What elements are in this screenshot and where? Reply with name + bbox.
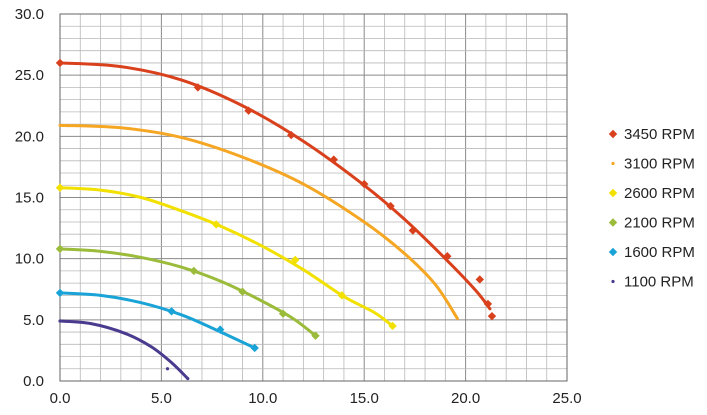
data-point-3450-rpm	[193, 83, 203, 92]
x-tick-label: 0.0	[50, 390, 71, 407]
data-point-3450-rpm	[483, 299, 493, 309]
data-point-3450-rpm	[329, 155, 338, 164]
x-tick-label: 5.0	[151, 390, 172, 407]
data-point-3450-rpm	[386, 201, 395, 211]
data-point-2100-rpm	[189, 266, 199, 276]
legend-marker-3450-rpm	[608, 129, 618, 139]
data-point-1600-rpm	[55, 288, 65, 298]
data-point-1100-rpm	[123, 331, 127, 335]
series-curves	[58, 61, 492, 381]
x-tick-label: 15.0	[350, 390, 379, 407]
x-tick-label: 25.0	[552, 390, 581, 407]
data-point-2100-rpm	[238, 287, 247, 296]
axes	[59, 13, 568, 382]
legend-label-1100-rpm: 1100 RPM	[624, 274, 694, 291]
data-point-3450-rpm	[55, 58, 65, 68]
legend: 3450 RPM 3100 RPM 2600 RPM 2100 RPM 1600 RPM…	[608, 126, 695, 291]
data-point-2600-rpm	[55, 183, 65, 192]
series-line-2100-rpm	[58, 247, 318, 338]
data-point-2600-rpm	[388, 321, 397, 331]
series-line-1100-rpm	[58, 319, 190, 381]
data-point-2600-rpm	[291, 255, 300, 265]
series-line-2600-rpm	[58, 186, 395, 328]
legend-marker-1100-rpm	[611, 279, 615, 284]
data-point-3450-rpm	[244, 106, 253, 115]
y-tick-label: 5.0	[23, 312, 44, 329]
data-point-1100-rpm	[58, 319, 62, 323]
plot-frame	[59, 13, 568, 382]
data-point-3450-rpm	[475, 275, 484, 284]
legend-marker-2100-rpm	[608, 218, 618, 227]
series-line-3100-rpm	[58, 123, 459, 321]
x-tick-label: 20.0	[451, 390, 480, 407]
data-point-2100-rpm	[55, 244, 65, 254]
y-tick-label: 15.0	[15, 190, 44, 207]
data-point-3450-rpm	[286, 130, 296, 140]
legend-label-1600-rpm: 1600 RPM	[624, 244, 695, 261]
data-point-2600-rpm	[337, 291, 347, 300]
data-point-1600-rpm	[216, 325, 225, 334]
data-point-2600-rpm	[211, 220, 221, 229]
y-tick-label: 20.0	[15, 128, 44, 145]
legend-marker-1600-rpm	[608, 247, 618, 257]
y-tick-label: 25.0	[15, 67, 44, 84]
legend-label-3450-rpm: 3450 RPM	[624, 126, 695, 143]
data-point-3450-rpm	[360, 179, 369, 189]
x-tick-label: 10.0	[248, 390, 277, 407]
data-point-3450-rpm	[487, 311, 497, 321]
data-point-1100-rpm	[165, 367, 170, 371]
data-point-3450-rpm	[408, 226, 418, 235]
series-line-3450-rpm	[58, 61, 492, 311]
data-point-1600-rpm	[167, 307, 176, 316]
legend-label-3100-rpm: 3100 RPM	[624, 156, 695, 173]
y-tick-label: 0.0	[23, 373, 44, 390]
data-point-2100-rpm	[311, 331, 320, 340]
series-line-1600-rpm	[58, 291, 257, 350]
legend-marker-2600-rpm	[608, 188, 618, 198]
tick-labels: 0.0 5.0 10.0 15.0 20.0 25.0 0.0 5.0 10.0 15.0 20.0…	[15, 6, 582, 407]
y-tick-label: 10.0	[15, 251, 44, 268]
data-point-1100-rpm	[186, 376, 190, 381]
legend-marker-3100-rpm	[611, 161, 615, 166]
y-tick-label: 30.0	[15, 6, 44, 23]
legend-label-2100-rpm: 2100 RPM	[624, 215, 695, 232]
data-point-3450-rpm	[443, 252, 452, 261]
series-markers	[55, 58, 497, 381]
legend-label-2600-rpm: 2600 RPM	[624, 185, 695, 202]
data-point-1600-rpm	[250, 343, 259, 353]
data-point-2100-rpm	[278, 309, 288, 318]
